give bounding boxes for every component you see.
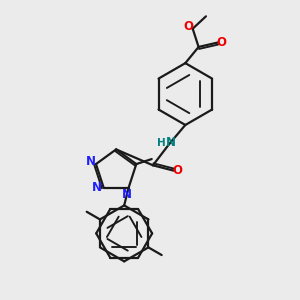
Text: N: N [166, 136, 176, 149]
Text: O: O [217, 36, 226, 49]
Text: O: O [184, 20, 194, 33]
Text: H: H [157, 138, 166, 148]
Text: N: N [122, 188, 132, 201]
Text: O: O [172, 164, 182, 177]
Text: N: N [92, 181, 102, 194]
Text: N: N [85, 155, 95, 168]
